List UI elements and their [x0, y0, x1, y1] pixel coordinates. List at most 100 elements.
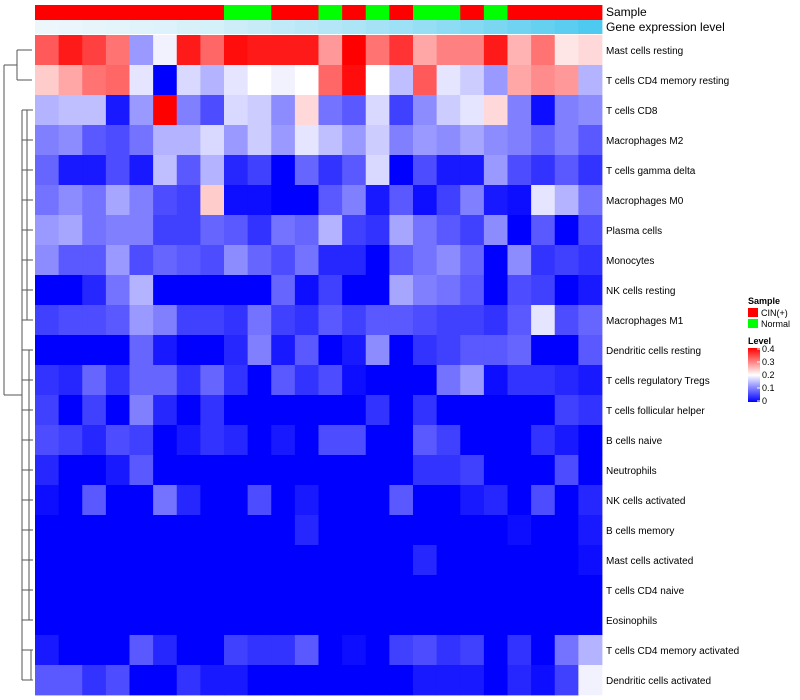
heatmap-cell [365, 125, 390, 156]
heatmap-cell [318, 575, 343, 606]
heatmap-cell [365, 665, 390, 696]
heatmap-cell [129, 365, 154, 396]
heatmap-cell [318, 35, 343, 66]
heatmap-cell [578, 35, 603, 66]
heatmap-cell [35, 575, 60, 606]
heatmap-cell [554, 65, 579, 96]
heatmap-cell [460, 335, 485, 366]
heatmap-cell [483, 95, 508, 126]
heatmap-cell [389, 395, 414, 426]
heatmap-cell [507, 35, 532, 66]
gene-expression-annotation-title: Gene expression level [606, 20, 725, 34]
heatmap-cell [224, 515, 249, 546]
heatmap-cell [413, 275, 438, 306]
heatmap-cell [413, 515, 438, 546]
heatmap-cell [460, 125, 485, 156]
heatmap-cell [318, 545, 343, 576]
heatmap-cell [342, 185, 367, 216]
heatmap-cell [413, 605, 438, 636]
heatmap-cell [318, 245, 343, 276]
heatmap-cell [200, 605, 225, 636]
heatmap-cell [578, 425, 603, 456]
sample-annotation-cell [507, 5, 532, 20]
heatmap-cell [200, 575, 225, 606]
heatmap-cell [318, 455, 343, 486]
heatmap-cell [365, 425, 390, 456]
heatmap-cell [105, 635, 130, 666]
gene-expression-annotation-cell [35, 20, 60, 34]
heatmap-cell [365, 35, 390, 66]
heatmap-cell [318, 95, 343, 126]
heatmap-cell [342, 455, 367, 486]
heatmap-cell [318, 425, 343, 456]
heatmap-cell [365, 515, 390, 546]
heatmap-cell [318, 605, 343, 636]
heatmap-cell [413, 245, 438, 276]
heatmap-cell [82, 545, 107, 576]
heatmap-cell [247, 605, 272, 636]
heatmap-cell [153, 485, 178, 516]
gene-expression-annotation-cell [413, 20, 438, 34]
heatmap-cell [507, 305, 532, 336]
heatmap-cell [318, 635, 343, 666]
heatmap-cell [554, 455, 579, 486]
heatmap-cell [365, 395, 390, 426]
heatmap-cell [35, 635, 60, 666]
legend-tick-label: 0.2 [762, 370, 775, 380]
sample-annotation-cell [129, 5, 154, 20]
heatmap-cell [342, 365, 367, 396]
heatmap-cell [247, 215, 272, 246]
heatmap-cell [460, 515, 485, 546]
heatmap-cell [82, 65, 107, 96]
heatmap-cell [531, 155, 556, 186]
heatmap-cell [105, 605, 130, 636]
heatmap-cell [436, 545, 461, 576]
heatmap-cell [224, 425, 249, 456]
heatmap-cell [58, 35, 83, 66]
heatmap-cell [82, 245, 107, 276]
heatmap-cell [413, 125, 438, 156]
heatmap-cell [507, 425, 532, 456]
heatmap-cell [129, 485, 154, 516]
heatmap-cell [342, 95, 367, 126]
heatmap-cell [413, 485, 438, 516]
heatmap-cell [35, 455, 60, 486]
heatmap-cell [483, 305, 508, 336]
heatmap-cell [436, 185, 461, 216]
heatmap-cell [200, 515, 225, 546]
heatmap-cell [342, 215, 367, 246]
gene-expression-annotation-cell [483, 20, 508, 34]
heatmap-cell [436, 575, 461, 606]
heatmap-cell [247, 245, 272, 276]
heatmap-cell [82, 275, 107, 306]
heatmap-cell [271, 215, 296, 246]
heatmap-cell [153, 275, 178, 306]
sample-annotation-cell [82, 5, 107, 20]
heatmap-cell [224, 455, 249, 486]
heatmap-cell [413, 155, 438, 186]
heatmap-cell [271, 185, 296, 216]
heatmap-cell [247, 335, 272, 366]
heatmap-cell [436, 125, 461, 156]
heatmap-cell [271, 425, 296, 456]
heatmap-cell [35, 125, 60, 156]
sample-annotation-cell [483, 5, 508, 20]
heatmap-cell [342, 335, 367, 366]
heatmap-cell [153, 455, 178, 486]
heatmap-cell [554, 665, 579, 696]
heatmap-cell [578, 575, 603, 606]
heatmap-cell [436, 335, 461, 366]
heatmap-cell [82, 455, 107, 486]
heatmap-cell [129, 335, 154, 366]
heatmap-cell [389, 485, 414, 516]
heatmap-cell [35, 605, 60, 636]
heatmap-cell [129, 185, 154, 216]
heatmap-cell [342, 575, 367, 606]
heatmap-cell [507, 215, 532, 246]
heatmap-cell [554, 605, 579, 636]
row-label: T cells regulatory Tregs [606, 376, 710, 387]
heatmap-cell [483, 545, 508, 576]
heatmap-cell [294, 425, 319, 456]
heatmap-cell [176, 395, 201, 426]
row-labels: Mast cells resting T cells CD4 memory res… [606, 46, 739, 687]
